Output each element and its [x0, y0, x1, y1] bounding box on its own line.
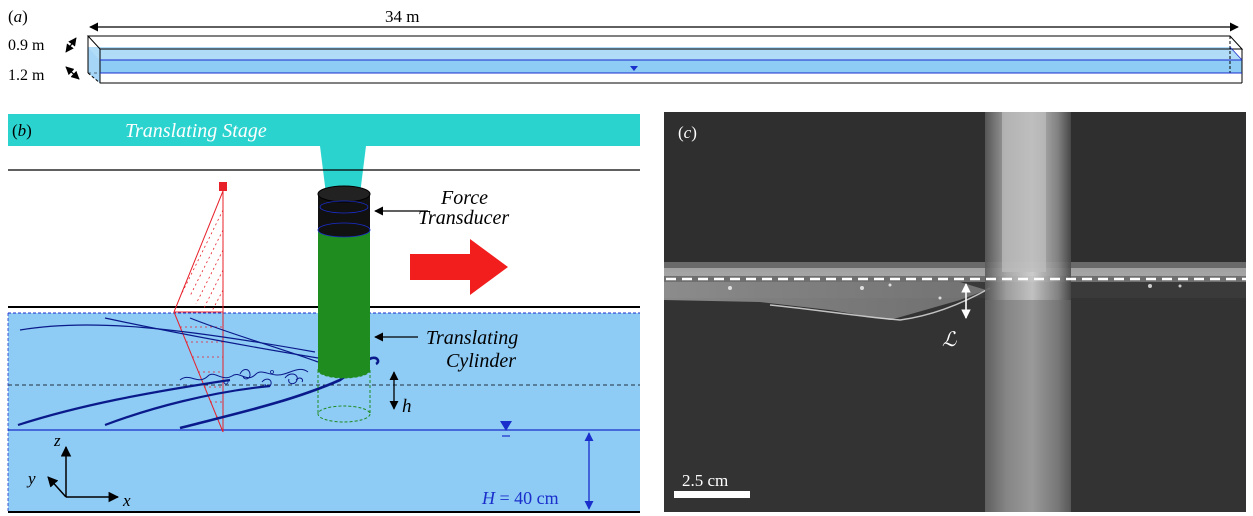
force-transducer [317, 185, 371, 238]
translating-stage [8, 114, 640, 146]
panel-b: (b) Translating Stage [7, 114, 640, 513]
scale-bar [674, 491, 750, 498]
tank-length-label: 34 m [385, 7, 419, 26]
stage-label: Translating Stage [125, 120, 267, 142]
force-label-1: Force [440, 187, 488, 209]
h-label: h [402, 396, 412, 417]
height-top-label: 0.9 m [8, 37, 45, 54]
illuminated-sheet [664, 282, 986, 320]
translating-cylinder [317, 224, 371, 423]
flume-tank [86, 35, 1244, 84]
cylinder-label-2: Cylinder [446, 350, 516, 372]
coordinate-axes: z y x [26, 431, 131, 510]
height-bottom-label: 1.2 m [8, 67, 45, 84]
free-surface-symbol [500, 421, 512, 431]
scale-bar-label: 2.5 cm [682, 471, 728, 490]
panel-b-label: (b) [12, 121, 32, 140]
H-label: H = 40 cm [481, 488, 559, 508]
panel-c: ℒ (c) 2.5 cm [664, 112, 1246, 512]
direction-arrow [410, 239, 508, 295]
axis-z-label: z [53, 431, 61, 450]
force-label-2: Transducer [418, 207, 509, 229]
laser-sheet [173, 182, 227, 433]
panel-a-label: (a) [8, 7, 28, 26]
panel-c-label: (c) [678, 123, 697, 142]
height-bottom-arrow [65, 66, 80, 80]
laser-source [219, 182, 227, 191]
cylinder-label-1: Translating [426, 327, 518, 349]
axis-y-label: y [26, 469, 36, 488]
L-label: ℒ [942, 327, 957, 351]
panel-a: (a) 34 m 0.9 m 1.2 m [8, 7, 1244, 84]
axis-x-label: x [122, 491, 131, 510]
height-top-arrow [65, 37, 77, 53]
